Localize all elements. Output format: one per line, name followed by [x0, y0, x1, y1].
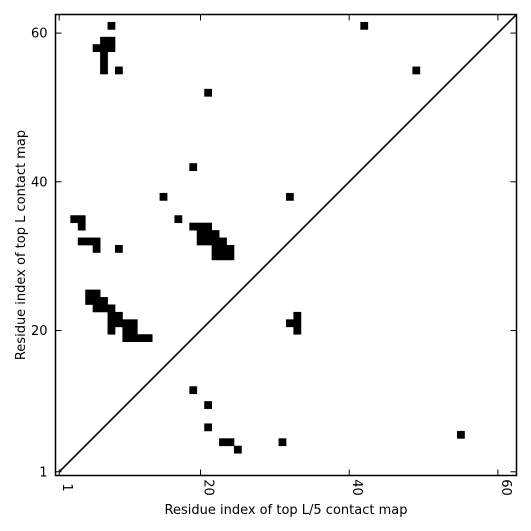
top-l-contact-cell — [107, 326, 116, 335]
top-l-contact-cell — [100, 51, 108, 60]
top-l-contact-cell — [211, 230, 220, 238]
top-l5-contact-cell — [226, 438, 235, 447]
top-l-contact-cell — [92, 245, 101, 253]
top-l-contact-cell — [77, 215, 86, 224]
top-l5-contact-cell — [293, 311, 302, 320]
top-l-contact-cell — [226, 245, 235, 253]
axis-ticks: 1 20 40 60 1 20 40 60 — [31, 14, 517, 496]
top-l5-contact-cell — [286, 319, 294, 328]
top-l-contact-cell — [204, 222, 212, 231]
contact-cells — [70, 21, 465, 454]
top-l-contact-cell — [85, 297, 94, 305]
top-l-contact-cell — [107, 319, 116, 328]
top-l5-contact-cell — [189, 386, 198, 395]
top-l-contact-cell — [114, 66, 123, 75]
top-l5-contact-cell — [204, 401, 212, 409]
top-l-contact-cell — [100, 44, 108, 53]
top-l-contact-cell — [92, 44, 101, 53]
top-l-contact-cell — [122, 334, 131, 343]
x-tick-label: 1 — [59, 483, 74, 491]
y-tick-label: 40 — [31, 175, 48, 190]
top-l-contact-cell — [189, 222, 198, 231]
top-l-contact-cell — [360, 21, 369, 30]
top-l-contact-cell — [100, 304, 108, 313]
top-l-contact-cell — [77, 222, 86, 231]
top-l-contact-cell — [219, 252, 227, 261]
top-l-contact-cell — [100, 36, 108, 45]
top-l-contact-cell — [144, 334, 153, 343]
top-l-contact-cell — [77, 237, 86, 246]
top-l-contact-cell — [196, 222, 205, 231]
top-l-contact-cell — [92, 297, 101, 305]
top-l-contact-cell — [219, 245, 227, 253]
top-l-contact-cell — [412, 66, 421, 75]
top-l5-contact-cell — [233, 445, 242, 454]
x-tick-label: 60 — [498, 479, 513, 496]
top-l-contact-cell — [159, 192, 168, 201]
top-l-contact-cell — [211, 252, 220, 261]
top-l-contact-cell — [107, 21, 116, 30]
top-l5-contact-cell — [204, 423, 212, 432]
top-l-contact-cell — [92, 304, 101, 313]
top-l-contact-cell — [92, 237, 101, 246]
top-l-contact-cell — [122, 326, 131, 335]
top-l-contact-cell — [114, 319, 123, 328]
top-l-contact-cell — [129, 319, 138, 328]
y-tick-label: 60 — [31, 27, 48, 42]
plot-frame — [54, 13, 518, 477]
top-l-contact-cell — [85, 237, 94, 246]
top-l-contact-cell — [129, 326, 138, 335]
top-l-contact-cell — [107, 44, 116, 53]
x-axis-label: Residue index of top L/5 contact map — [165, 503, 408, 518]
top-l-contact-cell — [174, 215, 183, 224]
top-l5-contact-cell — [293, 319, 302, 328]
top-l-contact-cell — [286, 192, 294, 201]
top-l-contact-cell — [107, 311, 116, 320]
y-axis-label: Residue index of top L contact map — [14, 130, 29, 360]
top-l-contact-cell — [114, 245, 123, 253]
y-tick-label: 20 — [31, 324, 48, 339]
top-l-contact-cell — [129, 334, 138, 343]
top-l-contact-cell — [107, 36, 116, 45]
top-l5-contact-cell — [293, 326, 302, 335]
top-l-contact-cell — [114, 311, 123, 320]
y-tick-label: 1 — [39, 465, 47, 480]
top-l-contact-cell — [122, 319, 131, 328]
top-l-contact-cell — [211, 237, 220, 246]
top-l-contact-cell — [189, 163, 198, 171]
top-l-contact-cell — [85, 289, 94, 298]
top-l-contact-cell — [70, 215, 79, 224]
top-l-contact-cell — [92, 289, 101, 298]
top-l-contact-cell — [204, 88, 212, 97]
top-l-contact-cell — [226, 252, 235, 261]
top-l-contact-cell — [211, 245, 220, 253]
top-l-contact-cell — [204, 230, 212, 238]
top-l5-contact-cell — [278, 438, 287, 447]
diagonal-line — [58, 13, 518, 473]
top-l-contact-cell — [100, 59, 108, 67]
top-l-contact-cell — [100, 297, 108, 305]
top-l-contact-cell — [196, 237, 205, 246]
top-l5-contact-cell — [457, 430, 465, 439]
top-l-contact-cell — [137, 334, 146, 343]
x-tick-label: 20 — [200, 479, 215, 496]
x-tick-label: 40 — [349, 479, 364, 496]
top-l5-contact-cell — [219, 438, 227, 447]
top-l-contact-cell — [107, 304, 116, 313]
top-l-contact-cell — [204, 237, 212, 246]
top-l-contact-cell — [100, 66, 108, 75]
top-l-contact-cell — [196, 230, 205, 238]
top-l-contact-cell — [219, 237, 227, 246]
